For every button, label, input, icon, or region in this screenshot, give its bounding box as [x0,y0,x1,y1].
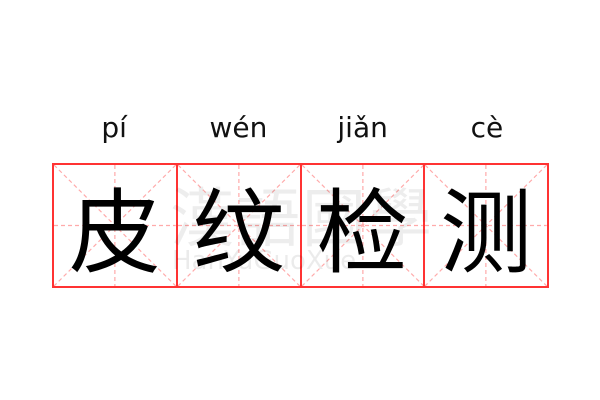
grid-guides [425,165,547,286]
pinyin: cè [470,111,504,144]
grid-guides [302,165,424,286]
character: 检 [316,180,409,287]
character: 测 [440,180,533,287]
pinyin: jiǎn [337,111,388,144]
character-cell: 检 [302,165,426,287]
character-cell: 纹 [178,165,302,287]
guide-line [178,165,300,286]
guide-line [425,165,547,286]
guide-line [302,165,424,286]
character-grid: 皮 纹 检 测 [52,163,549,288]
character-cell: 皮 [54,165,178,287]
pinyin: pí [101,111,127,144]
character: 纹 [192,180,285,287]
character: 皮 [68,180,161,287]
pinyin-row: pí wén jiǎn cè [52,108,549,148]
grid-guides [178,165,300,286]
grid-guides [54,165,176,286]
character-cell: 测 [425,165,547,287]
watermark: 漢語國學 [170,183,434,257]
pinyin: wén [209,111,268,144]
guide-line [54,165,176,286]
watermark-latin: HanYuGuoXue [172,246,357,276]
